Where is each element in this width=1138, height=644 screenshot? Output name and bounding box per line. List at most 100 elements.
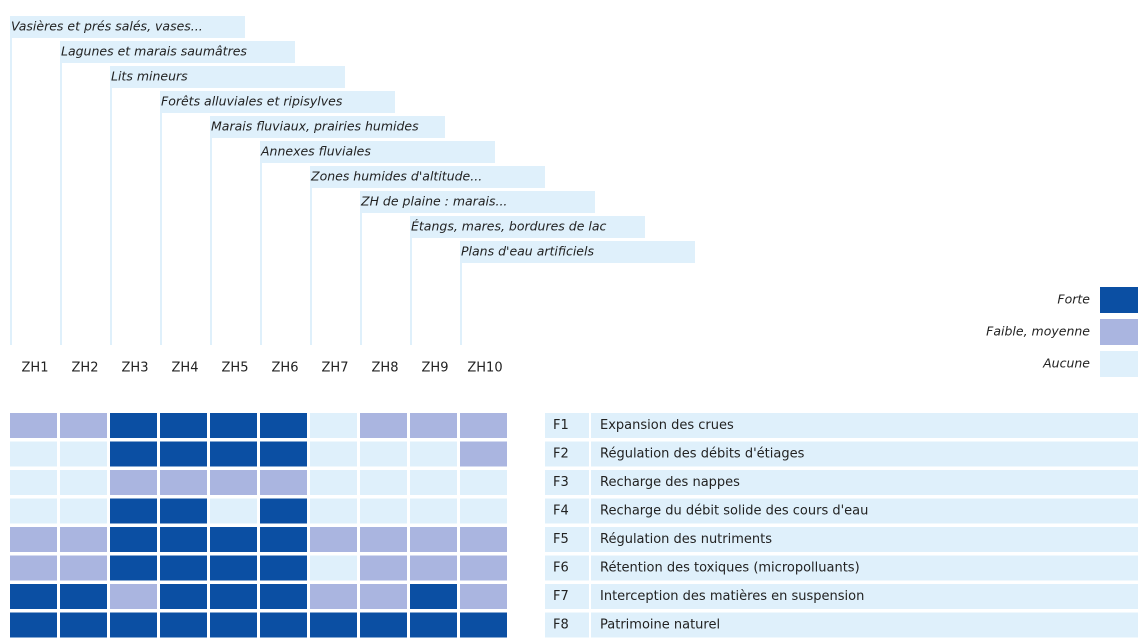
cell (10, 612, 57, 638)
cell (260, 498, 307, 524)
cell (260, 413, 307, 438)
function-label: Régulation des nutriments (600, 532, 772, 547)
cell (210, 584, 257, 609)
cell (210, 612, 257, 638)
cell (10, 470, 57, 495)
cell (410, 498, 457, 524)
cell (160, 527, 207, 552)
cell (60, 441, 107, 467)
cell (360, 470, 407, 495)
zone-band (10, 16, 245, 38)
cell (10, 441, 57, 467)
cell (160, 498, 207, 524)
cell (260, 441, 307, 467)
cell (10, 413, 57, 438)
cell (410, 413, 457, 438)
cell (110, 441, 157, 467)
zone-band (410, 216, 645, 238)
cell (360, 612, 407, 638)
cell (110, 555, 157, 581)
cell (310, 470, 357, 495)
cell (310, 612, 357, 638)
legend-swatch (1100, 351, 1138, 377)
legend-swatch (1100, 319, 1138, 345)
cell (10, 498, 57, 524)
cell (310, 413, 357, 438)
cell (10, 527, 57, 552)
zone-label: Étangs, mares, bordures de lac (411, 219, 607, 234)
cell (310, 584, 357, 609)
function-row (545, 470, 1138, 495)
cell (210, 498, 257, 524)
cell (110, 612, 157, 638)
cell (360, 498, 407, 524)
zone-band (360, 191, 595, 213)
cell (410, 470, 457, 495)
cell (210, 555, 257, 581)
cell (460, 498, 507, 524)
cell (410, 555, 457, 581)
zone-band (160, 91, 395, 113)
cell (160, 470, 207, 495)
function-row (545, 441, 1138, 467)
cell (460, 527, 507, 552)
zone-band (260, 141, 495, 163)
zone-label: Vasières et prés salés, vases... (11, 19, 203, 34)
zone-code: ZH2 (72, 361, 99, 376)
zone-band (310, 166, 545, 188)
function-label: Rétention des toxiques (micropolluants) (600, 561, 860, 576)
cell (10, 555, 57, 581)
cell (460, 413, 507, 438)
cell (460, 584, 507, 609)
zone-label: ZH de plaine : marais... (360, 194, 507, 209)
cell (110, 584, 157, 609)
cell (310, 441, 357, 467)
cell (160, 413, 207, 438)
function-code: F8 (553, 618, 569, 633)
zone-code: ZH6 (272, 361, 299, 376)
legend-label: Faible, moyenne (986, 324, 1090, 339)
function-code: F4 (553, 504, 569, 519)
zone-band (460, 241, 695, 263)
cell (410, 527, 457, 552)
cell (410, 584, 457, 609)
cell (260, 584, 307, 609)
cell (210, 413, 257, 438)
function-label: Expansion des crues (600, 418, 734, 433)
function-label: Régulation des débits d'étiages (600, 447, 805, 462)
cell (210, 470, 257, 495)
function-row (545, 555, 1138, 581)
zone-band (110, 66, 345, 88)
zone-code: ZH8 (372, 361, 399, 376)
cell (60, 555, 107, 581)
cell (410, 441, 457, 467)
function-code: F3 (553, 475, 569, 490)
function-row (545, 527, 1138, 552)
zone-label: Annexes fluviales (260, 144, 371, 159)
cell (460, 555, 507, 581)
cell (210, 527, 257, 552)
function-code: F7 (553, 589, 569, 604)
cell (60, 413, 107, 438)
cell (10, 584, 57, 609)
zone-label: Lits mineurs (111, 69, 188, 84)
function-row (545, 584, 1138, 609)
cell (160, 612, 207, 638)
cell (110, 527, 157, 552)
cell (360, 527, 407, 552)
function-row (545, 413, 1138, 438)
cell (310, 527, 357, 552)
function-row (545, 612, 1138, 638)
cell (60, 612, 107, 638)
cell (360, 441, 407, 467)
cell (160, 441, 207, 467)
cell (110, 413, 157, 438)
zone-label: Forêts alluviales et ripisylves (161, 94, 343, 109)
zone-label: Zones humides d'altitude... (310, 169, 482, 184)
cell (60, 527, 107, 552)
zone-code: ZH7 (322, 361, 349, 376)
cell (460, 441, 507, 467)
cell (310, 498, 357, 524)
function-code: F2 (553, 447, 569, 462)
zone-code: ZH1 (22, 361, 49, 376)
